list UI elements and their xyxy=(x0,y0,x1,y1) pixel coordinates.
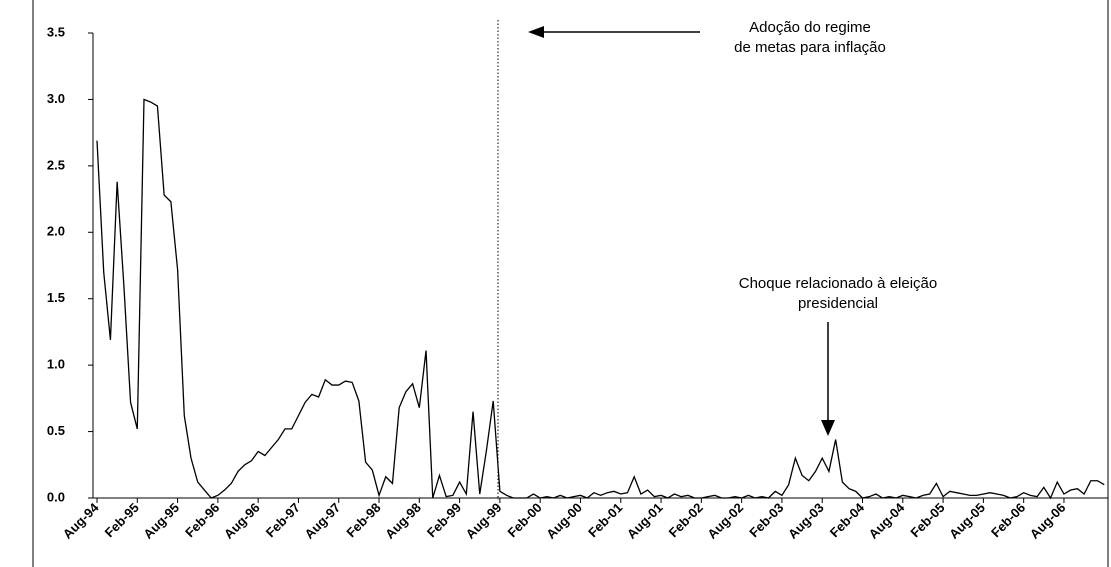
x-tick-label: Feb-04 xyxy=(827,499,868,540)
x-tick-label: Feb-02 xyxy=(666,500,706,540)
x-tick-label: Aug-00 xyxy=(543,500,585,542)
x-tick-label: Aug-04 xyxy=(866,499,908,541)
x-tick-label: Aug-06 xyxy=(1027,500,1069,542)
x-tick-label: Feb-97 xyxy=(263,500,303,540)
x-tick-label: Aug-02 xyxy=(704,500,746,542)
x-tick-label: Aug-99 xyxy=(463,500,505,542)
x-tick-label: Feb-01 xyxy=(585,500,625,540)
x-tick-label: Feb-95 xyxy=(102,500,142,540)
annotation-line: de metas para inflação xyxy=(734,39,886,56)
x-tick-label: Aug-94 xyxy=(60,499,102,541)
annotation-line: Choque relacionado à eleição xyxy=(739,275,937,292)
y-tick-label: 0.0 xyxy=(47,489,65,504)
x-tick-label: Feb-99 xyxy=(424,500,464,540)
annotation-line: presidencial xyxy=(798,295,878,312)
x-tick-label: Feb-96 xyxy=(182,500,222,540)
y-tick-label: 1.5 xyxy=(47,290,65,305)
annotation-line: Adoção do regime xyxy=(749,19,871,36)
arrow-head xyxy=(528,26,544,38)
line xyxy=(96,98,1105,500)
arrow-head xyxy=(821,420,835,436)
x-tick-label: Feb-05 xyxy=(907,500,947,540)
annotation: Adoção do regime de metas para inflação xyxy=(734,19,886,56)
x-tick-label: Feb-03 xyxy=(746,500,786,540)
y-tick-label: 2.0 xyxy=(47,224,65,239)
y-tick-label: 3.0 xyxy=(47,91,65,106)
y-tick-label: 1.0 xyxy=(47,357,65,372)
y-tick-label: 0.5 xyxy=(47,423,65,438)
x-tick-label: Aug-98 xyxy=(382,500,424,542)
x-tick-label: Aug-97 xyxy=(302,500,344,542)
x-tick-label: Feb-06 xyxy=(988,500,1028,540)
x-tick-label: Aug-01 xyxy=(624,500,666,542)
x-tick-label: Feb-98 xyxy=(343,500,383,540)
x-tick-label: Aug-03 xyxy=(785,500,827,542)
y-tick-label: 3.5 xyxy=(47,24,65,39)
annotation: Choque relacionado à eleição presidencial xyxy=(739,275,937,312)
x-tick-label: Feb-00 xyxy=(505,500,545,540)
y-tick-label: 2.5 xyxy=(47,157,65,172)
x-tick-label: Aug-96 xyxy=(221,500,263,542)
x-tick-label: Aug-95 xyxy=(140,500,182,542)
x-tick-label: Aug-05 xyxy=(946,500,988,542)
